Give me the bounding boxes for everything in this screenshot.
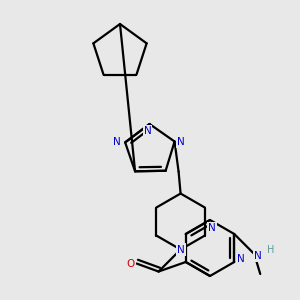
Text: O: O [127,259,135,269]
Text: N: N [113,137,121,147]
Text: N: N [177,244,184,254]
Text: H: H [267,245,274,255]
Text: N: N [237,254,245,264]
Text: N: N [208,223,216,233]
Text: N: N [177,136,184,146]
Text: N: N [144,126,152,136]
Text: N: N [254,251,262,261]
